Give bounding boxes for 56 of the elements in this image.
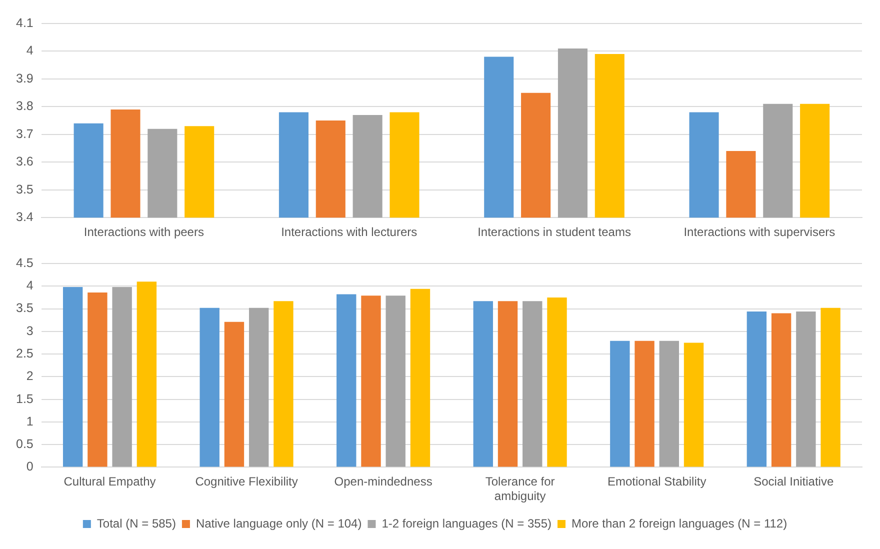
y-tick-label: 3.6: [16, 154, 34, 169]
y-tick-label: 1.5: [16, 392, 34, 406]
y-tick-label: 4.1: [16, 16, 34, 30]
bar: [200, 308, 220, 467]
bar: [410, 288, 430, 467]
bar: [248, 308, 269, 467]
bar: [336, 294, 356, 467]
x-tick-label: Cultural Empathy: [64, 474, 156, 489]
bar: [386, 296, 406, 467]
x-tick-label: Interactions with peers: [84, 225, 204, 240]
bar: [771, 313, 792, 467]
y-tick-label: 3.7: [16, 126, 34, 141]
bar: [498, 301, 518, 467]
x-tick-label: Interactions in student teams: [478, 225, 631, 240]
y-tick-label: 4.5: [16, 256, 34, 270]
legend-label: Native language only (N = 104): [196, 516, 362, 530]
bar: [820, 308, 840, 467]
y-tick-label: 2.5: [16, 346, 34, 360]
bar: [88, 292, 108, 467]
legend-label: Total (N = 585): [96, 516, 176, 530]
x-tick-label: Emotional Stability: [607, 474, 706, 489]
bar: [274, 301, 294, 467]
y-tick-label: 3.8: [16, 99, 34, 114]
y-tick-label: 1: [26, 414, 34, 428]
x-tick-label: Open-mindedness: [334, 474, 432, 489]
bar: [473, 301, 493, 467]
bar: [634, 340, 654, 467]
y-tick-label: 3.5: [16, 301, 34, 316]
bar: [112, 287, 132, 467]
bar: [746, 311, 767, 467]
y-tick-label: 2: [26, 369, 34, 384]
bar: [62, 287, 83, 467]
bar: [796, 311, 816, 467]
y-tick-label: 3: [26, 324, 34, 338]
y-tick-label: 3.4: [16, 210, 34, 224]
x-tick-label: Tolerance for ambiguity: [485, 474, 555, 504]
bar: [136, 282, 157, 467]
y-tick-label: 3.9: [16, 71, 34, 86]
bar: [361, 296, 381, 467]
bar: [610, 340, 630, 467]
bar: [684, 342, 704, 467]
bar: [659, 340, 679, 467]
bar: [547, 297, 567, 467]
x-tick-label: Interactions with lecturers: [281, 225, 418, 240]
y-tick-label: 3.5: [16, 182, 34, 196]
x-tick-label: Cognitive Flexibility: [195, 474, 298, 489]
y-tick-label: 4: [26, 44, 34, 58]
y-tick-label: 0.5: [16, 437, 34, 452]
y-tick-label: 4: [26, 278, 34, 293]
x-tick-label: Interactions with supervisers: [684, 225, 836, 240]
x-tick-label: Social Initiative: [754, 474, 834, 489]
bar: [224, 322, 244, 467]
bar: [522, 301, 542, 467]
legend-label: More than 2 foreign languages (N = 112): [572, 516, 788, 530]
legend-label: 1-2 foreign languages (N = 355): [382, 516, 552, 530]
y-tick-label: 0: [26, 460, 34, 474]
